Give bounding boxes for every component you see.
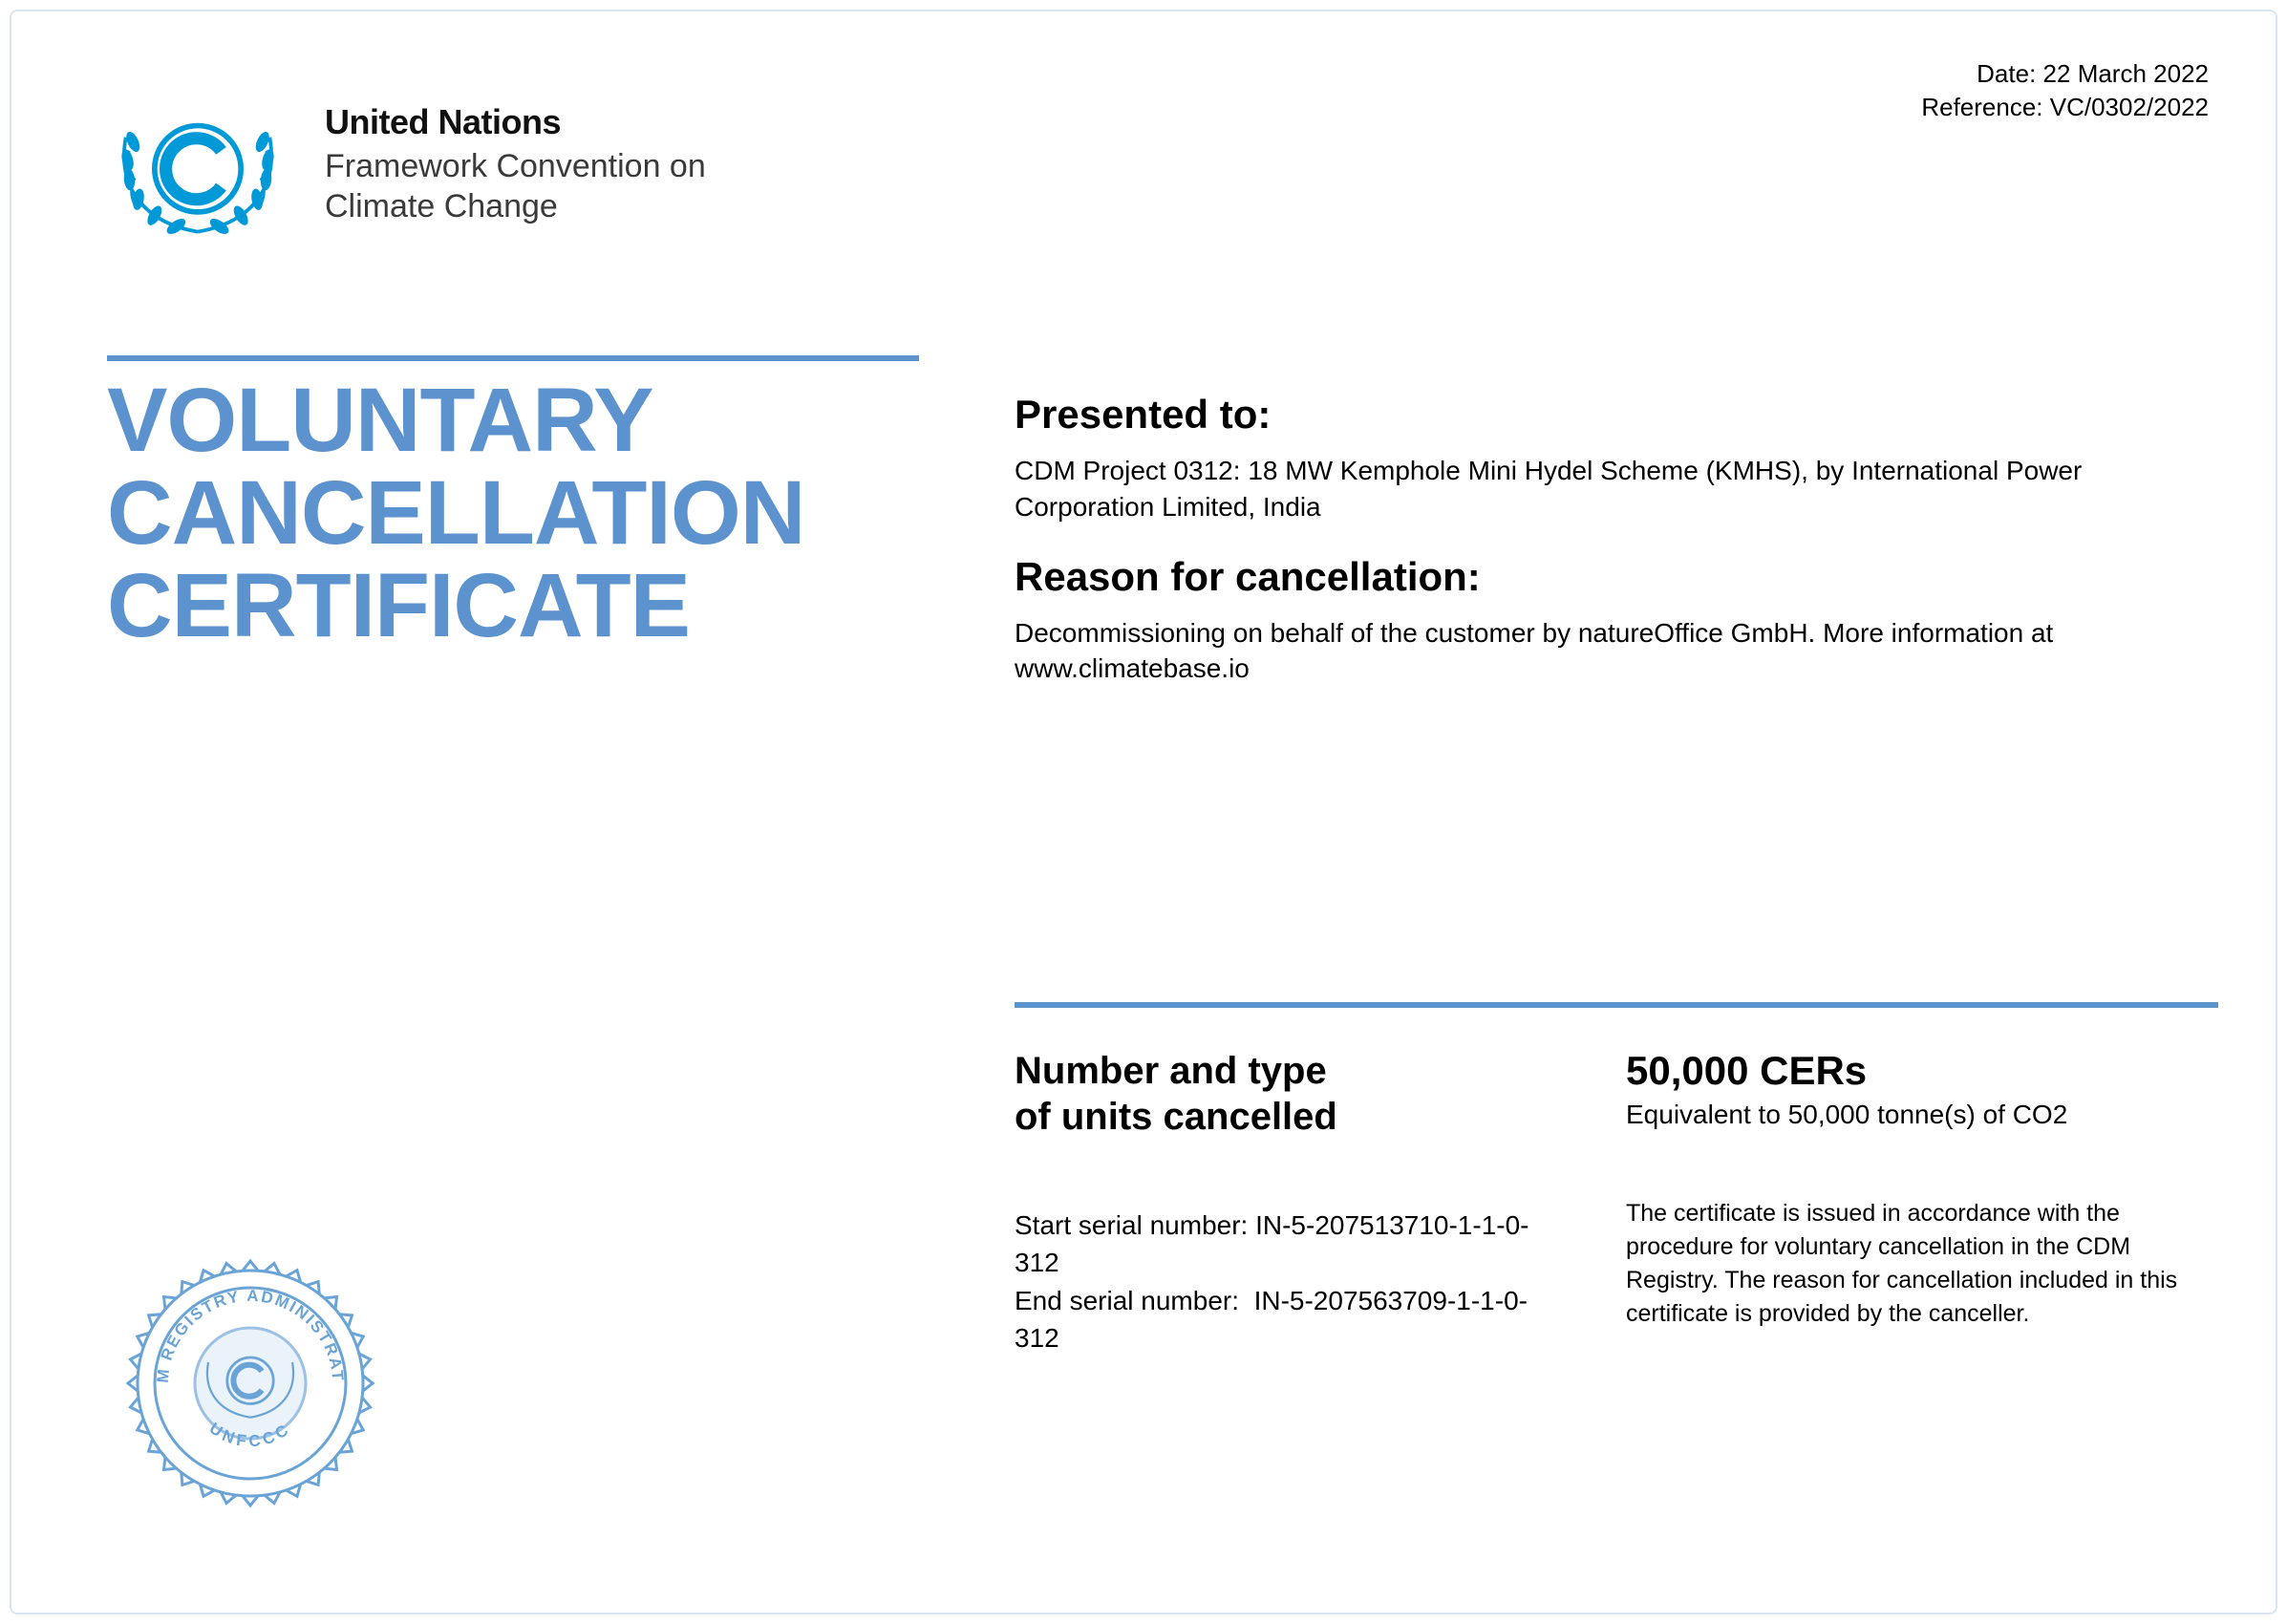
title-line-2: CANCELLATION <box>107 462 804 564</box>
units-left: Number and type of units cancelled Start… <box>1015 1048 1550 1357</box>
date-label: Date: <box>1977 59 2036 88</box>
units-right: 50,000 CERs Equivalent to 50,000 tonne(s… <box>1626 1048 2218 1357</box>
reference-line: Reference: VC/0302/2022 <box>1921 91 2209 124</box>
serial-block: Start serial number: IN-5-207513710-1-1-… <box>1015 1207 1550 1357</box>
start-serial-label: Start serial number: <box>1015 1210 1248 1240</box>
presented-heading: Presented to: <box>1015 392 2218 438</box>
units-heading-line1: Number and type <box>1015 1050 1327 1092</box>
org-subtitle-line2: Climate Change <box>325 188 558 224</box>
title-line-3: CERTIFICATE <box>107 555 690 656</box>
org-subtitle-line1: Framework Convention on <box>325 148 706 184</box>
cers-amount: 50,000 CERs <box>1626 1048 2218 1094</box>
org-subtitle: Framework Convention on Climate Change <box>325 146 706 227</box>
meta-block: Date: 22 March 2022 Reference: VC/0302/2… <box>1921 57 2209 124</box>
units-heading-line2: of units cancelled <box>1015 1096 1337 1138</box>
end-serial-line: End serial number: IN-5-207563709-1-1-0-… <box>1015 1282 1550 1357</box>
cers-equivalent: Equivalent to 50,000 tonne(s) of CO2 <box>1626 1100 2218 1130</box>
certificate-page: Date: 22 March 2022 Reference: VC/0302/2… <box>10 10 2277 1614</box>
units-heading: Number and type of units cancelled <box>1015 1048 1550 1140</box>
start-serial-line: Start serial number: IN-5-207513710-1-1-… <box>1015 1207 1550 1281</box>
registry-seal-icon: CDM REGISTRY ADMINISTRATOR UNFCCC <box>126 1259 374 1507</box>
title-line-1: VOLUNTARY <box>107 370 653 471</box>
unfccc-logo-icon <box>107 88 289 241</box>
end-serial-label: End serial number: <box>1015 1286 1239 1315</box>
presented-body: CDM Project 0312: 18 MW Kemphole Mini Hy… <box>1015 453 2218 525</box>
reference-value: VC/0302/2022 <box>2050 93 2209 121</box>
reason-body: Decommissioning on behalf of the custome… <box>1015 615 2218 688</box>
org-text: United Nations Framework Convention on C… <box>325 102 706 227</box>
reference-label: Reference: <box>1921 93 2042 121</box>
header: United Nations Framework Convention on C… <box>107 88 2218 241</box>
disclaimer-text: The certificate is issued in accordance … <box>1626 1197 2218 1331</box>
reason-heading: Reason for cancellation: <box>1015 554 2218 600</box>
units-row: Number and type of units cancelled Start… <box>1015 1048 2218 1357</box>
main-content: VOLUNTARY CANCELLATION CERTIFICATE Prese… <box>107 361 2218 1357</box>
title-column: VOLUNTARY CANCELLATION CERTIFICATE <box>107 361 919 1357</box>
date-value: 22 March 2022 <box>2043 59 2209 88</box>
details-column: Presented to: CDM Project 0312: 18 MW Ke… <box>1015 361 2218 1357</box>
date-line: Date: 22 March 2022 <box>1921 57 2209 91</box>
org-name: United Nations <box>325 102 706 142</box>
divider-bottom <box>1015 1002 2218 1008</box>
certificate-title: VOLUNTARY CANCELLATION CERTIFICATE <box>107 374 919 652</box>
